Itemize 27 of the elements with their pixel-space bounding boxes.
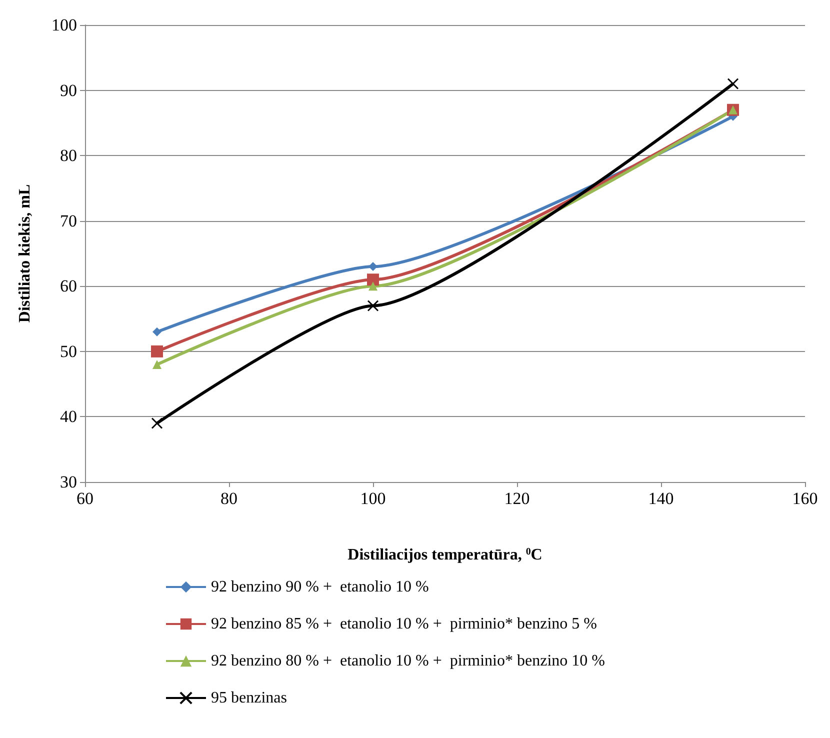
point — [727, 78, 739, 90]
x-tick-label: 120 — [504, 489, 530, 508]
point — [367, 300, 379, 312]
legend-label: 92 benzino 85 % + etanolio 10 % + pirminio* benzino 5 % — [211, 616, 597, 632]
x-tick-label: 160 — [792, 489, 818, 508]
legend-label: 92 benzino 90 % + etanolio 10 % — [211, 578, 429, 596]
y-tick-label: 60 — [60, 276, 77, 296]
point — [151, 417, 163, 429]
y-tick-label: 90 — [60, 80, 77, 100]
x-tick-label: 60 — [76, 489, 94, 508]
point — [152, 360, 162, 369]
y-tick-label: 100 — [52, 16, 77, 34]
y-tick-label: 70 — [60, 211, 77, 230]
point — [151, 345, 163, 358]
point — [152, 327, 162, 336]
x-tick-label: 100 — [360, 489, 386, 508]
y-tick-label: 80 — [60, 146, 77, 166]
y-tick-label: 30 — [60, 472, 77, 492]
y-tick-label: 40 — [60, 407, 77, 426]
x-tick-label: 140 — [648, 489, 674, 508]
legend-label: 92 benzino 80 % + etanolio 10 % + pirminio* benzino 10 % — [211, 652, 605, 670]
point — [368, 282, 378, 291]
y-axis-title: Distiliato kiekis, mL — [16, 184, 34, 323]
legend-label: 95 benzinas — [211, 690, 287, 706]
y-tick-label: 50 — [60, 342, 77, 361]
point — [367, 274, 379, 286]
x-tick-label: 80 — [220, 489, 238, 508]
